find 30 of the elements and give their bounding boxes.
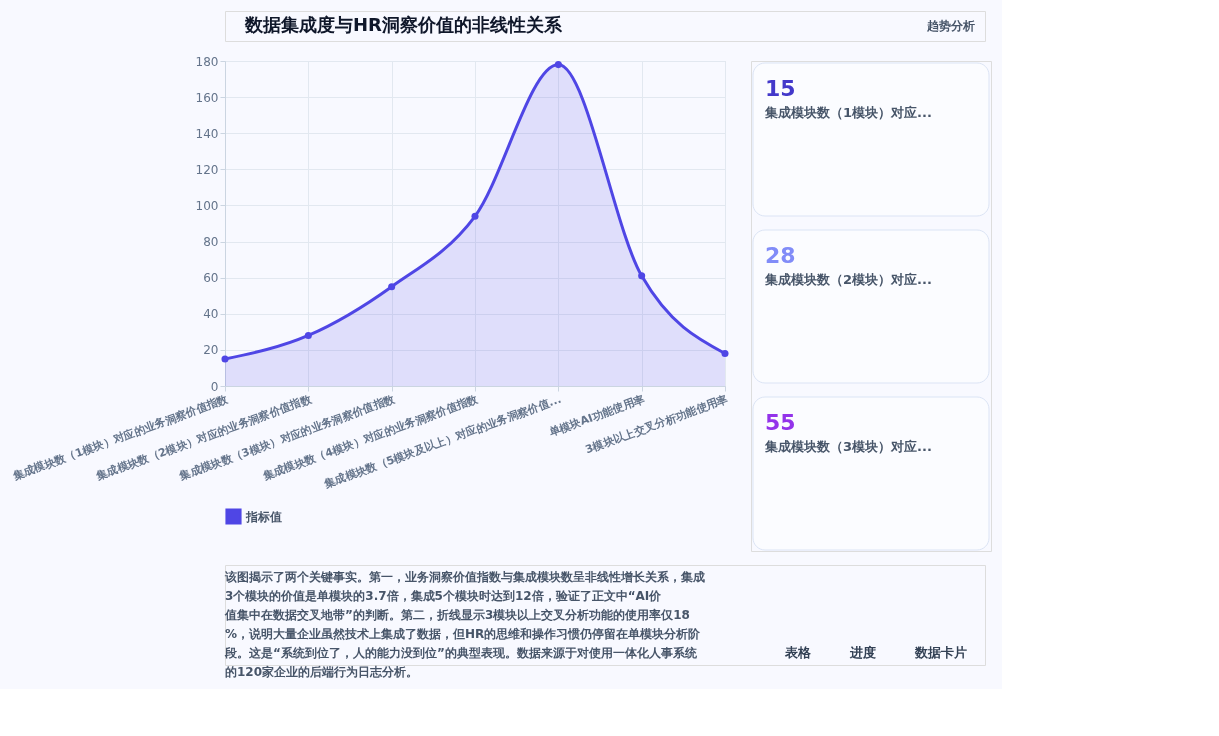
text: 集成模块数（2模块）对应... (764, 272, 932, 287)
point (388, 283, 396, 291)
y-tick-label: 60 (203, 271, 219, 286)
point (554, 61, 562, 69)
point (638, 272, 646, 280)
y-tick-label: 20 (203, 343, 219, 358)
y-tick-label: 140 (195, 126, 219, 141)
text: 55 (765, 410, 796, 435)
y-tick-label: 180 (195, 54, 219, 69)
y-tick-label: 80 (203, 235, 219, 250)
point (721, 349, 729, 358)
point (221, 355, 229, 363)
y-tick-label: 120 (195, 162, 219, 177)
y-tick-label: 100 (195, 198, 219, 213)
y-tick-label: 40 (203, 307, 219, 322)
point (471, 212, 479, 220)
point (304, 331, 312, 339)
y-tick-label: 160 (195, 90, 219, 105)
text: 该图揭示了两个关键事实。第一，业务洞察价值指数与集成模块数呈非线性增长关系，集成3个模块的价值是单模块的3.7倍，集成5个模块时达到12倍，验证了正文中“AI价值集中在数据交叉地带”的判断。第二，折线显示3模块以上交叉分析功能的使用率仅18%，说明大量企业虽然技术上集成了数据，但HR的思维和操作习惯仍停留在单模块分析阶段。这是“系统到位了，人的能力没到位”的典型表现。数据来源于对使用一体化人事系统的120家企业的后端行为日志分析。 (224, 570, 705, 679)
text: 15 (765, 76, 796, 101)
text: 集成模块数（1模块）对应... (764, 105, 932, 120)
y-tick-label: 0 (210, 379, 219, 394)
text: 进度 (849, 645, 876, 660)
text: 28 (765, 243, 796, 268)
text: 表格 (784, 645, 812, 660)
legend-label: 指标值 (245, 509, 282, 524)
text: 集成模块数（3模块）对应... (764, 439, 932, 454)
text: 趋势分析 (926, 19, 975, 33)
text: 数据卡片 (914, 645, 967, 660)
chart-title: 数据集成度与HR洞察价值的非线性关系 (244, 14, 563, 35)
